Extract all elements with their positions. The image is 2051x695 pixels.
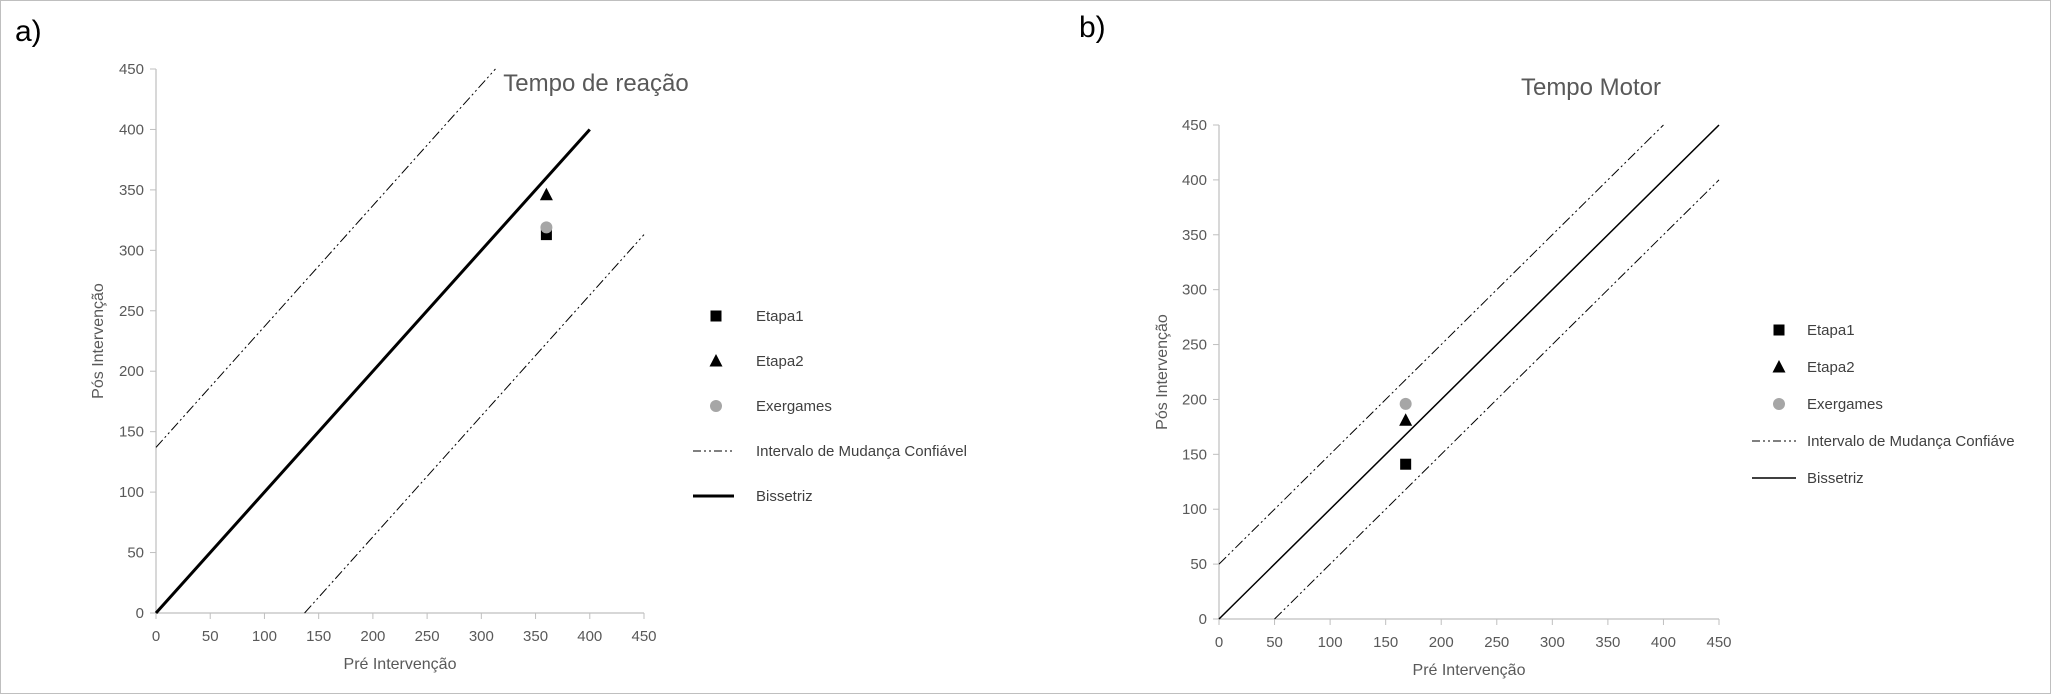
legend-label: Etapa1 [1807,322,1855,339]
legend-label: Exergames [756,398,832,415]
x-axis-title: Pré Intervenção [344,656,457,673]
y-tick-label: 200 [1182,391,1207,408]
legend-marker-square [1773,324,1785,336]
bisector-line [1218,124,1720,620]
x-tick-label: 400 [1651,634,1676,651]
confidence-interval-line [304,234,645,614]
data-point-square [540,229,552,241]
data-point-circle [1399,397,1412,410]
legend-marker-square [710,310,722,322]
panel-label: a) [15,15,42,48]
legend-label: Bissetriz [1807,470,1864,487]
legend-label: Etapa1 [756,308,804,325]
y-tick-label: 200 [119,363,144,380]
legend-marker-triangle [1772,360,1786,373]
y-tick-label: 300 [1182,282,1207,299]
y-tick-label: 150 [119,424,144,441]
y-axis-title: Pós Intervenção [90,283,107,399]
legend-label: Etapa2 [756,353,804,370]
legend-marker-triangle [709,354,723,367]
x-tick-label: 0 [152,628,160,645]
x-tick-label: 50 [1266,634,1283,651]
x-tick-label: 400 [577,628,602,645]
x-tick-label: 200 [360,628,385,645]
x-tick-label: 300 [1540,634,1565,651]
y-tick-label: 350 [119,182,144,199]
x-tick-label: 450 [631,628,656,645]
y-tick-label: 0 [136,605,144,622]
legend-label: Etapa2 [1807,359,1855,376]
x-tick-label: 150 [306,628,331,645]
legend-label: Intervalo de Mudança Confiáve [1807,433,2015,450]
legend-label: Exergames [1807,396,1883,413]
y-tick-label: 250 [1182,337,1207,354]
y-tick-label: 350 [1182,227,1207,244]
y-tick-label: 450 [1182,117,1207,134]
x-tick-label: 0 [1215,634,1223,651]
legend-label: Bissetriz [756,488,813,505]
y-tick-label: 300 [119,242,144,259]
y-tick-label: 0 [1199,611,1207,628]
data-point-circle [540,221,553,234]
panel-label: b) [1079,11,1106,44]
y-tick-label: 50 [1190,556,1207,573]
y-tick-label: 400 [119,121,144,138]
y-tick-label: 100 [119,484,144,501]
x-tick-label: 350 [1595,634,1620,651]
y-axis-title: Pós Intervenção [1154,314,1171,430]
confidence-interval-line [155,68,496,448]
legend-label: Intervalo de Mudança Confiável [756,443,967,460]
x-tick-label: 450 [1706,634,1731,651]
data-point-square [1400,458,1412,470]
chart-title: Tempo de reação [503,70,688,97]
x-tick-label: 250 [415,628,440,645]
y-tick-label: 150 [1182,446,1207,463]
x-tick-label: 50 [202,628,219,645]
x-tick-label: 100 [252,628,277,645]
confidence-interval-line [1218,124,1664,565]
x-tick-label: 150 [1373,634,1398,651]
y-tick-label: 250 [119,303,144,320]
data-point-triangle [539,187,553,201]
x-tick-label: 200 [1429,634,1454,651]
confidence-interval-line [1274,179,1720,620]
legend-marker-circle [710,400,722,412]
x-axis-title: Pré Intervenção [1413,662,1526,679]
data-point-triangle [1399,413,1413,426]
y-tick-label: 450 [119,61,144,78]
y-tick-label: 400 [1182,172,1207,189]
chart-title: Tempo Motor [1521,74,1661,101]
x-tick-label: 100 [1318,634,1343,651]
x-tick-label: 300 [469,628,494,645]
y-tick-label: 50 [127,545,144,562]
bisector-line [154,128,591,615]
x-tick-label: 250 [1484,634,1509,651]
x-tick-label: 350 [523,628,548,645]
y-tick-label: 100 [1182,501,1207,518]
legend-marker-circle [1773,398,1785,410]
